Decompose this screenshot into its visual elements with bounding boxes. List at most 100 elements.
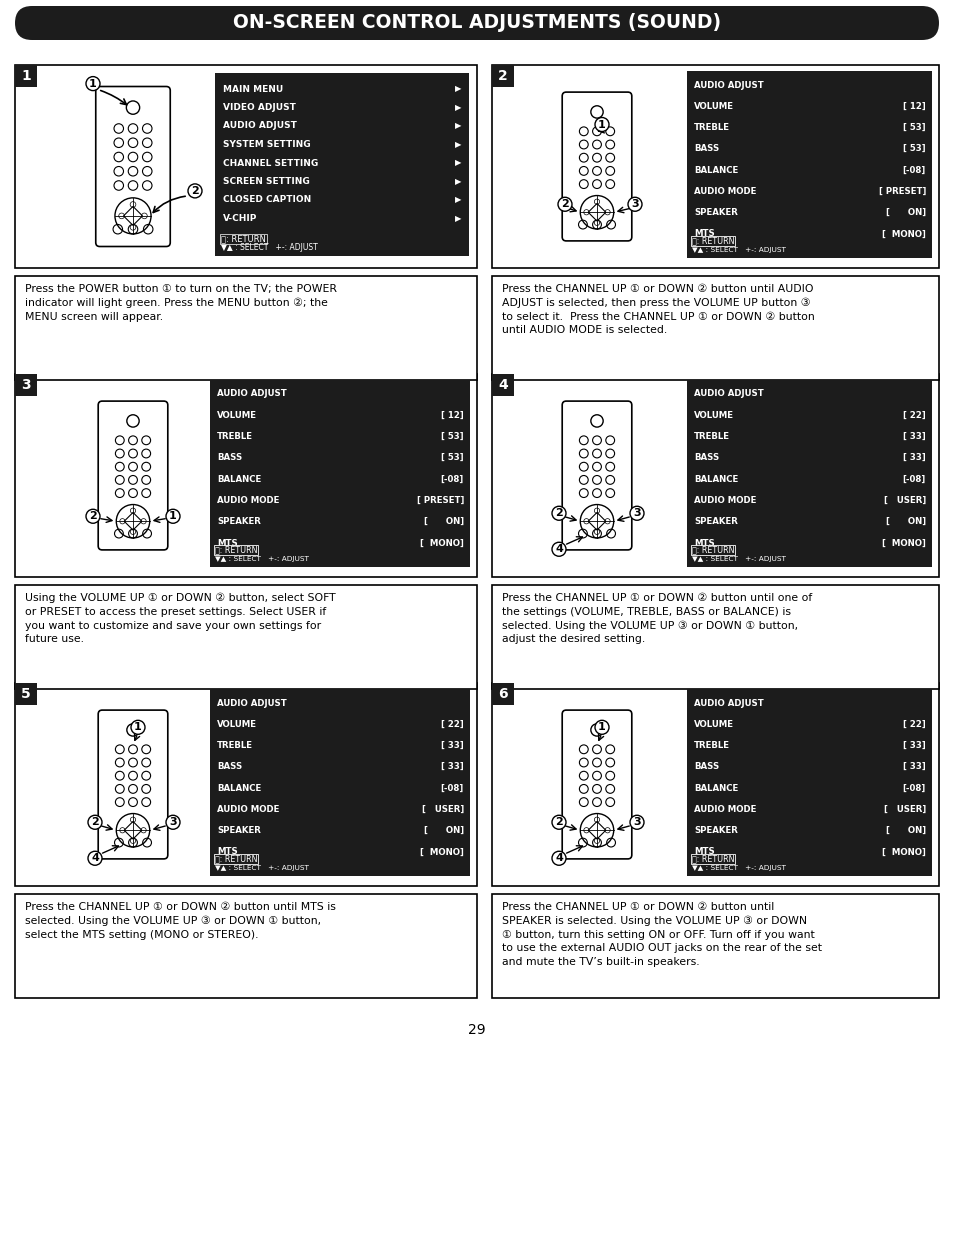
Text: [ 33]: [ 33]	[441, 762, 463, 772]
Text: VOLUME: VOLUME	[693, 101, 733, 111]
Text: [  MONO]: [ MONO]	[882, 538, 925, 547]
Bar	[492, 374, 514, 396]
Bar	[492, 65, 938, 268]
Text: 3: 3	[633, 818, 640, 827]
Bar	[15, 585, 476, 689]
Text: ▶: ▶	[454, 214, 460, 224]
Text: [ 53]: [ 53]	[441, 432, 463, 441]
Text: 1: 1	[89, 79, 97, 89]
Text: Press the CHANNEL UP ① or DOWN ② button until
SPEAKER is selected. Using the VOL: Press the CHANNEL UP ① or DOWN ② button …	[501, 902, 821, 967]
Text: ▼▲ : SELECT   +-: ADJUST: ▼▲ : SELECT +-: ADJUST	[691, 247, 785, 253]
Text: [ 22]: [ 22]	[441, 720, 463, 729]
Text: 29: 29	[468, 1023, 485, 1037]
Bar	[15, 65, 37, 86]
Text: 2: 2	[91, 818, 99, 827]
Text: ▶: ▶	[454, 140, 460, 149]
Text: BASS: BASS	[693, 762, 719, 772]
Text: [  MONO]: [ MONO]	[882, 230, 925, 238]
Text: 4: 4	[555, 545, 562, 555]
Text: [ 22]: [ 22]	[902, 720, 925, 729]
Text: VOLUME: VOLUME	[216, 411, 256, 420]
Text: BALANCE: BALANCE	[216, 784, 261, 793]
Bar	[686, 380, 931, 567]
Text: [      ON]: [ ON]	[885, 517, 925, 526]
Text: 4: 4	[497, 378, 507, 391]
Text: [  MONO]: [ MONO]	[419, 847, 463, 857]
Text: BASS: BASS	[216, 762, 242, 772]
Bar	[492, 683, 938, 885]
Text: [-08]: [-08]	[902, 784, 925, 793]
Text: 3: 3	[633, 509, 640, 519]
Text: 3: 3	[169, 818, 176, 827]
Text: VIDEO ADJUST: VIDEO ADJUST	[223, 103, 295, 112]
Text: MTS: MTS	[693, 538, 714, 547]
Text: [-08]: [-08]	[440, 784, 463, 793]
Text: [  MONO]: [ MONO]	[419, 538, 463, 547]
Bar	[210, 380, 470, 567]
Text: ▶: ▶	[454, 177, 460, 186]
Text: VOLUME: VOLUME	[693, 411, 733, 420]
Text: V-CHIP: V-CHIP	[223, 214, 257, 224]
Text: SPEAKER: SPEAKER	[216, 826, 260, 835]
Bar	[15, 683, 37, 705]
FancyBboxPatch shape	[561, 93, 631, 241]
Text: AUDIO ADJUST: AUDIO ADJUST	[216, 389, 287, 399]
Text: 1: 1	[134, 722, 142, 732]
Text: AUDIO ADJUST: AUDIO ADJUST	[693, 699, 763, 708]
Text: VOLUME: VOLUME	[693, 720, 733, 729]
Text: MTS: MTS	[693, 847, 714, 857]
Text: 1: 1	[21, 69, 30, 83]
Text: [   USER]: [ USER]	[882, 496, 925, 505]
Text: BALANCE: BALANCE	[216, 474, 261, 484]
Text: MTS: MTS	[216, 538, 237, 547]
Text: AUDIO MODE: AUDIO MODE	[693, 186, 756, 196]
Text: [ 33]: [ 33]	[902, 741, 925, 750]
Text: 1: 1	[598, 120, 605, 130]
Text: TREBLE: TREBLE	[693, 432, 729, 441]
Text: AUDIO ADJUST: AUDIO ADJUST	[223, 121, 296, 131]
Bar	[214, 73, 469, 256]
Text: [   USER]: [ USER]	[882, 805, 925, 814]
FancyBboxPatch shape	[95, 86, 170, 247]
Text: AUDIO ADJUST: AUDIO ADJUST	[693, 80, 763, 89]
Text: AUDIO MODE: AUDIO MODE	[216, 496, 279, 505]
Text: 2: 2	[89, 511, 97, 521]
Bar	[15, 683, 476, 885]
Bar	[492, 683, 514, 705]
Text: [ 53]: [ 53]	[441, 453, 463, 462]
Text: BASS: BASS	[693, 144, 719, 153]
Text: [      ON]: [ ON]	[885, 826, 925, 835]
Text: 2: 2	[555, 509, 562, 519]
Bar	[492, 65, 514, 86]
Bar	[492, 585, 938, 689]
Text: [      ON]: [ ON]	[423, 826, 463, 835]
Text: [ 22]: [ 22]	[902, 411, 925, 420]
Text: Ⓜ: RETURN: Ⓜ: RETURN	[691, 855, 734, 863]
Text: [ 33]: [ 33]	[902, 453, 925, 462]
FancyBboxPatch shape	[98, 710, 168, 858]
Text: Ⓜ: RETURN: Ⓜ: RETURN	[691, 546, 734, 555]
Text: Using the VOLUME UP ① or DOWN ② button, select SOFT
or PRESET to access the pres: Using the VOLUME UP ① or DOWN ② button, …	[25, 593, 335, 645]
Text: MTS: MTS	[216, 847, 237, 857]
Text: 6: 6	[497, 687, 507, 701]
Bar	[15, 374, 476, 577]
Text: MTS: MTS	[693, 230, 714, 238]
Bar	[492, 275, 938, 380]
Text: Press the CHANNEL UP ① or DOWN ② button until AUDIO
ADJUST is selected, then pre: Press the CHANNEL UP ① or DOWN ② button …	[501, 284, 814, 336]
Text: Ⓜ: RETURN: Ⓜ: RETURN	[221, 235, 266, 243]
Text: [   USER]: [ USER]	[421, 805, 463, 814]
Text: BASS: BASS	[693, 453, 719, 462]
Text: 3: 3	[631, 199, 639, 209]
Text: 2: 2	[555, 818, 562, 827]
Text: BASS: BASS	[216, 453, 242, 462]
Bar	[15, 275, 476, 380]
Text: 2: 2	[560, 199, 568, 209]
Text: Ⓜ: RETURN: Ⓜ: RETURN	[214, 546, 257, 555]
Bar	[686, 70, 931, 258]
Text: SPEAKER: SPEAKER	[693, 517, 737, 526]
Text: AUDIO MODE: AUDIO MODE	[693, 496, 756, 505]
Bar	[492, 894, 938, 998]
Bar	[686, 689, 931, 876]
Text: AUDIO ADJUST: AUDIO ADJUST	[693, 389, 763, 399]
Text: [ 33]: [ 33]	[902, 432, 925, 441]
